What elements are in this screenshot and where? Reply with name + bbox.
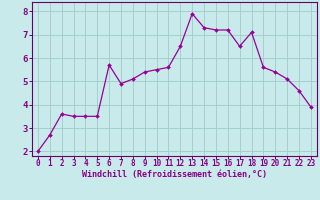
- X-axis label: Windchill (Refroidissement éolien,°C): Windchill (Refroidissement éolien,°C): [82, 170, 267, 179]
